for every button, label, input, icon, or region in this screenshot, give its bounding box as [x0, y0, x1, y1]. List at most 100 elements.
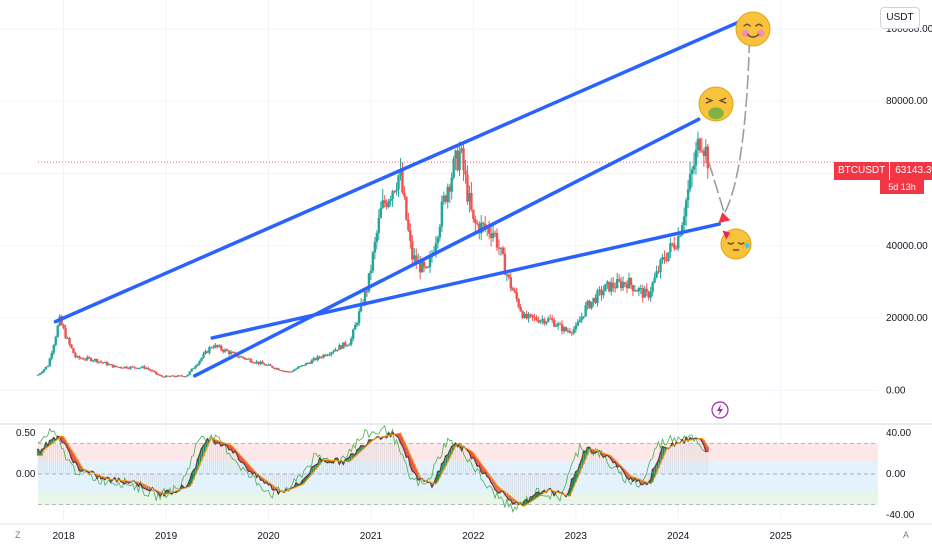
price-candle: [198, 360, 201, 365]
price-candle: [487, 227, 491, 234]
price-candle: [251, 362, 254, 364]
price-candle: [677, 236, 680, 249]
price-candle: [40, 371, 44, 374]
price-candle: [151, 370, 154, 372]
price-candle: [306, 362, 310, 364]
price-candle: [290, 371, 294, 373]
price-candle: [113, 365, 117, 368]
price-candle: [371, 252, 375, 271]
price-candle: [346, 345, 349, 347]
price-candle: [269, 364, 272, 366]
price-candle: [436, 237, 440, 244]
price-candle: [117, 366, 120, 368]
trendline: [210, 222, 721, 340]
price-candle: [188, 371, 191, 375]
price-candle: [600, 289, 603, 296]
price-candle: [99, 361, 103, 363]
y-tick-label: 80000.00: [886, 96, 928, 107]
price-candle: [562, 327, 566, 332]
price-candle: [466, 174, 469, 202]
price-candle: [533, 317, 536, 319]
price-candle: [578, 320, 581, 323]
price-candle: [62, 324, 65, 329]
price-candle: [369, 270, 373, 274]
price-candle: [294, 368, 298, 370]
price-candle: [391, 191, 394, 200]
price-candle: [160, 375, 164, 377]
price-candle: [194, 366, 197, 369]
price-candle: [64, 328, 67, 339]
price-candle: [655, 271, 658, 278]
price-candle: [88, 357, 91, 359]
price-candle: [255, 361, 258, 363]
price-candle: [156, 373, 160, 375]
price-candle: [218, 345, 221, 347]
price-candle: [208, 347, 211, 353]
price-candle: [460, 148, 463, 151]
price-candle: [649, 291, 652, 298]
x-tick-label: 2021: [360, 531, 383, 542]
price-candle: [233, 352, 237, 354]
timezone-toggle[interactable]: Z: [15, 530, 21, 540]
price-candle: [472, 209, 475, 219]
price-candle: [229, 352, 233, 354]
price-candle: [606, 281, 609, 285]
osc-oversold-band: [38, 492, 878, 505]
x-tick-label: 2018: [52, 531, 75, 542]
price-candle: [501, 247, 505, 254]
price-candle: [330, 352, 333, 355]
price-candle: [84, 359, 87, 361]
price-candle: [470, 192, 473, 210]
price-candle: [659, 259, 662, 273]
price-candle: [580, 316, 583, 321]
price-candle: [458, 150, 461, 171]
price-candle: [608, 281, 611, 292]
price-candle: [263, 363, 266, 366]
price-candle: [220, 345, 223, 350]
price-candle: [78, 356, 81, 359]
price-candle: [174, 376, 178, 378]
price-candle: [570, 332, 574, 334]
price-candle: [348, 344, 351, 346]
currency-selector[interactable]: USDT: [880, 7, 920, 29]
price-candle: [74, 353, 77, 358]
price-candle: [351, 329, 355, 339]
price-candle: [107, 364, 111, 366]
price-candle: [389, 199, 392, 201]
price-candle: [180, 375, 184, 377]
x-tick-label: 2019: [155, 531, 178, 542]
price-candle: [320, 357, 323, 359]
price-candle: [97, 361, 101, 363]
price-candle: [131, 366, 134, 368]
price-candle: [162, 376, 166, 378]
price-candle: [420, 261, 424, 273]
price-candle: [249, 358, 252, 363]
price-candle: [44, 366, 48, 370]
auto-scale-toggle[interactable]: A: [903, 530, 910, 540]
price-candle: [635, 290, 639, 292]
price-candle: [267, 364, 270, 366]
price-candle: [336, 349, 339, 351]
osc-slow-line: [38, 432, 709, 507]
price-candle: [190, 368, 193, 372]
price-candle: [637, 288, 641, 292]
price-candle: [196, 364, 199, 367]
price-candle: [68, 338, 71, 345]
price-candle: [596, 290, 599, 304]
price-candle: [275, 368, 278, 370]
price-candle: [241, 356, 245, 358]
price-candle: [50, 352, 53, 359]
price-candle: [328, 354, 331, 356]
price-candle: [641, 287, 644, 298]
price-candle: [495, 232, 499, 248]
price-candle: [36, 374, 40, 376]
price-candle: [631, 285, 635, 291]
price-candle: [682, 216, 686, 226]
price-candle: [80, 358, 83, 360]
price-candle: [560, 323, 564, 332]
price-candle: [594, 297, 597, 304]
x-tick-label: 2022: [462, 531, 485, 542]
price-candle: [584, 305, 587, 317]
price-candle: [182, 376, 185, 378]
